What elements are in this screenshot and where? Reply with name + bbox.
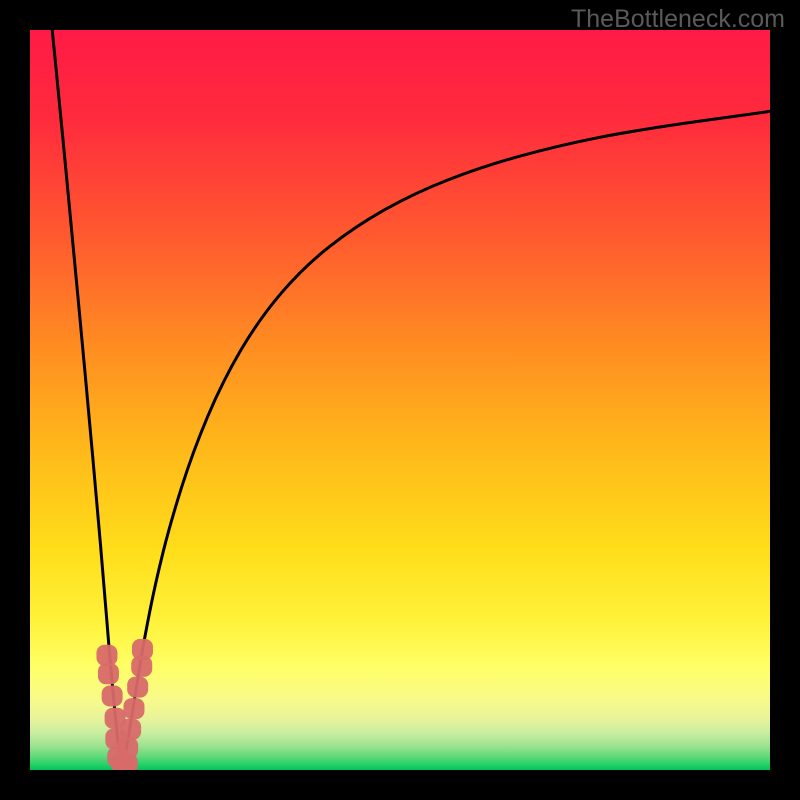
data-marker — [120, 719, 141, 740]
watermark-label: TheBottleneck.com — [571, 5, 785, 34]
data-marker — [123, 698, 144, 719]
data-marker — [98, 663, 119, 684]
plot-svg — [30, 30, 770, 770]
chart-frame: TheBottleneck.com — [0, 0, 800, 800]
data-marker — [102, 686, 123, 707]
data-marker — [127, 677, 148, 698]
data-marker — [96, 645, 117, 666]
data-marker — [132, 639, 153, 660]
data-marker — [117, 737, 138, 758]
